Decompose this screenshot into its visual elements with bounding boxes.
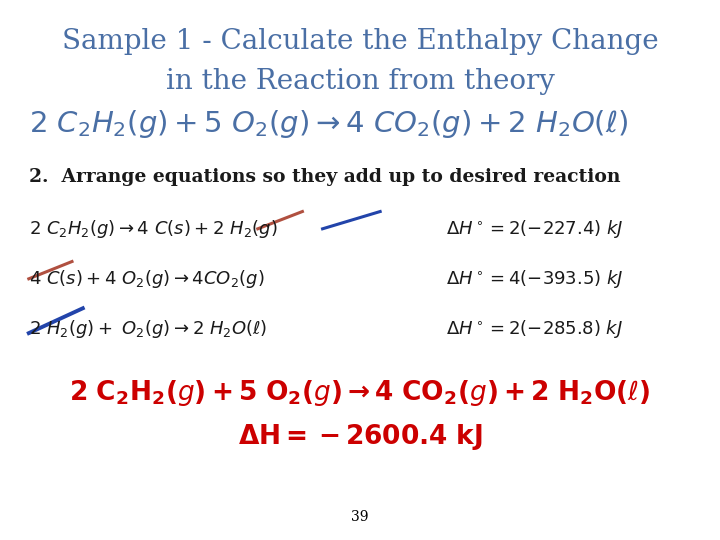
Text: $\Delta H^\circ = 4(-393.5)\ kJ$: $\Delta H^\circ = 4(-393.5)\ kJ$ (446, 268, 624, 290)
Text: $4\ C(s) + 4\ O_2(g) \rightarrow 4CO_2(g)$: $4\ C(s) + 4\ O_2(g) \rightarrow 4CO_2(g… (29, 268, 264, 290)
Text: $\mathit{2\ C_2H_2(g) + 5\ O_2(g) \rightarrow 4\ CO_2(g) + 2\ H_2O(\ell)}$: $\mathit{2\ C_2H_2(g) + 5\ O_2(g) \right… (29, 108, 628, 140)
Text: $\mathbf{\Delta H = -2600.4\ kJ}$: $\mathbf{\Delta H = -2600.4\ kJ}$ (238, 422, 482, 452)
Text: $\Delta H^\circ = 2(-285.8)\ kJ$: $\Delta H^\circ = 2(-285.8)\ kJ$ (446, 318, 624, 340)
Text: $2\ H_2(g) + \ O_2(g) \rightarrow 2\ H_2O(\ell)$: $2\ H_2(g) + \ O_2(g) \rightarrow 2\ H_2… (29, 318, 267, 340)
Text: $\mathbf{2\ C_2H_2(\mathit{g}) + 5\ O_2(\mathit{g}) \rightarrow 4\ CO_2(\mathit{: $\mathbf{2\ C_2H_2(\mathit{g}) + 5\ O_2(… (69, 378, 651, 408)
Text: in the Reaction from theory: in the Reaction from theory (166, 68, 554, 95)
Text: 39: 39 (351, 510, 369, 524)
Text: 2.  Arrange equations so they add up to desired reaction: 2. Arrange equations so they add up to d… (29, 168, 621, 186)
Text: $\Delta H^\circ = 2(-227.4)\ kJ$: $\Delta H^\circ = 2(-227.4)\ kJ$ (446, 218, 624, 240)
Text: Sample 1 - Calculate the Enthalpy Change: Sample 1 - Calculate the Enthalpy Change (62, 28, 658, 55)
Text: $2\ C_2H_2(g) \rightarrow 4\ C(s) + 2\ H_2(g)$: $2\ C_2H_2(g) \rightarrow 4\ C(s) + 2\ H… (29, 218, 277, 240)
